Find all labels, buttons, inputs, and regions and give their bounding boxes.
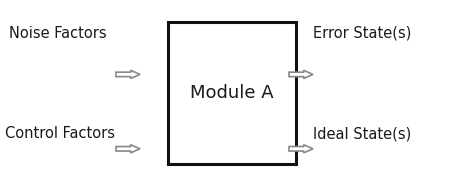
Bar: [168, 22, 296, 164]
Polygon shape: [289, 145, 313, 153]
Polygon shape: [116, 145, 140, 153]
Polygon shape: [116, 70, 140, 78]
Text: Module A: Module A: [191, 84, 274, 102]
Text: Noise Factors: Noise Factors: [9, 26, 107, 41]
Text: Ideal State(s): Ideal State(s): [313, 126, 411, 141]
Polygon shape: [289, 70, 313, 78]
Text: Control Factors: Control Factors: [5, 126, 115, 141]
Text: Error State(s): Error State(s): [313, 26, 411, 41]
